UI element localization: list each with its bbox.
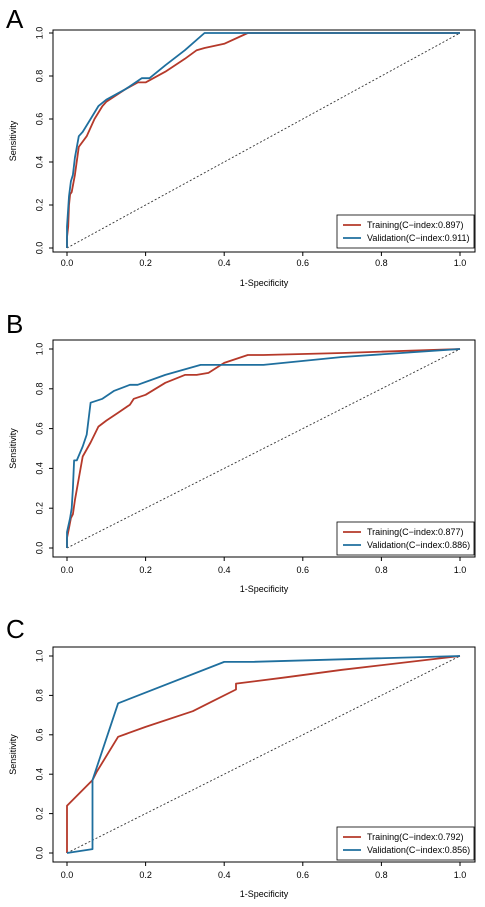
y-axis-title: Sensitivity xyxy=(8,120,18,161)
x-tick-label: 0.0 xyxy=(61,565,74,575)
y-axis-title: Sensitivity xyxy=(8,734,18,775)
x-tick-label: 0.0 xyxy=(61,870,74,880)
reference-diagonal xyxy=(66,32,461,249)
legend-box xyxy=(336,521,475,556)
x-axis-title: 1-Specificity xyxy=(240,278,289,288)
y-tick-label: 0.2 xyxy=(34,502,44,515)
y-tick-label: 0.4 xyxy=(34,156,44,169)
y-tick-label: 0.0 xyxy=(34,847,44,860)
y-tick-label: 0.2 xyxy=(34,199,44,212)
y-tick-label: 0.2 xyxy=(34,807,44,820)
legend-entry: Validation(C−index:0.886) xyxy=(367,540,470,550)
reference-diagonal xyxy=(66,655,461,854)
y-tick-label: 0.0 xyxy=(34,542,44,555)
roc-panel-c: C 0.0 0.2 0.4 0.6 0.8 1.0 0.0 0.2 0.4 0.6 0.8 1.0 1-S… xyxy=(6,614,476,899)
x-tick-label: 0.2 xyxy=(139,565,152,575)
y-tick-label: 0.8 xyxy=(34,383,44,396)
y-tick-label: 0.6 xyxy=(34,422,44,435)
x-tick-label: 0.8 xyxy=(375,870,388,880)
plot-frame xyxy=(52,29,476,253)
legend-entry: Training(C−index:0.897) xyxy=(367,220,463,230)
x-tick-label: 0.6 xyxy=(297,258,310,268)
reference-diagonal xyxy=(66,348,461,549)
x-axis-title: 1-Specificity xyxy=(240,584,289,594)
x-tick-label: 0.0 xyxy=(61,258,74,268)
x-tick-label: 0.4 xyxy=(218,565,231,575)
y-axis-title: Sensitivity xyxy=(8,428,18,469)
panel-label: B xyxy=(6,309,23,339)
panel-label: A xyxy=(6,4,24,34)
roc-curve-validation xyxy=(66,655,461,854)
y-tick-label: 0.6 xyxy=(34,113,44,126)
roc-curve-training xyxy=(66,348,461,548)
y-tick-label: 0.4 xyxy=(34,462,44,475)
legend-entry: Validation(C−index:0.856) xyxy=(367,845,470,855)
y-tick-label: 0.6 xyxy=(34,729,44,742)
plot-frame xyxy=(52,646,476,863)
plot-frame xyxy=(52,339,476,558)
roc-panel-a: A 0.0 0.2 0.4 0.6 0.8 1.0 0.0 0.2 0.4 0.6 0.8 1.0 1-S… xyxy=(6,4,476,288)
legend-entry: Training(C−index:0.877) xyxy=(367,527,463,537)
x-axis-title: 1-Specificity xyxy=(240,889,289,899)
x-tick-label: 1.0 xyxy=(454,870,467,880)
y-tick-label: 1.0 xyxy=(34,650,44,663)
x-tick-label: 1.0 xyxy=(454,258,467,268)
legend-entry: Validation(C−index:0.911) xyxy=(367,233,469,243)
y-tick-label: 0.0 xyxy=(34,242,44,255)
roc-curve-validation xyxy=(66,348,461,548)
x-tick-label: 0.2 xyxy=(139,870,152,880)
roc-panel-b: B 0.0 0.2 0.4 0.6 0.8 1.0 0.0 0.2 0.4 0.6 0.8 1.0 1-S… xyxy=(6,309,476,594)
legend-box xyxy=(336,214,475,249)
legend-box xyxy=(336,826,475,861)
y-tick-label: 1.0 xyxy=(34,27,44,40)
x-tick-label: 0.4 xyxy=(218,870,231,880)
x-tick-label: 0.8 xyxy=(375,258,388,268)
x-tick-label: 0.8 xyxy=(375,565,388,575)
x-tick-label: 0.4 xyxy=(218,258,231,268)
x-tick-label: 0.6 xyxy=(297,565,310,575)
y-tick-label: 0.4 xyxy=(34,768,44,781)
x-tick-label: 0.2 xyxy=(139,258,152,268)
x-tick-label: 0.6 xyxy=(297,870,310,880)
y-tick-label: 0.8 xyxy=(34,70,44,83)
panel-label: C xyxy=(6,614,25,644)
x-tick-label: 1.0 xyxy=(454,565,467,575)
legend-entry: Training(C−index:0.792) xyxy=(367,832,463,842)
y-tick-label: 0.8 xyxy=(34,689,44,702)
y-tick-label: 1.0 xyxy=(34,343,44,356)
roc-curve-validation xyxy=(66,32,460,248)
